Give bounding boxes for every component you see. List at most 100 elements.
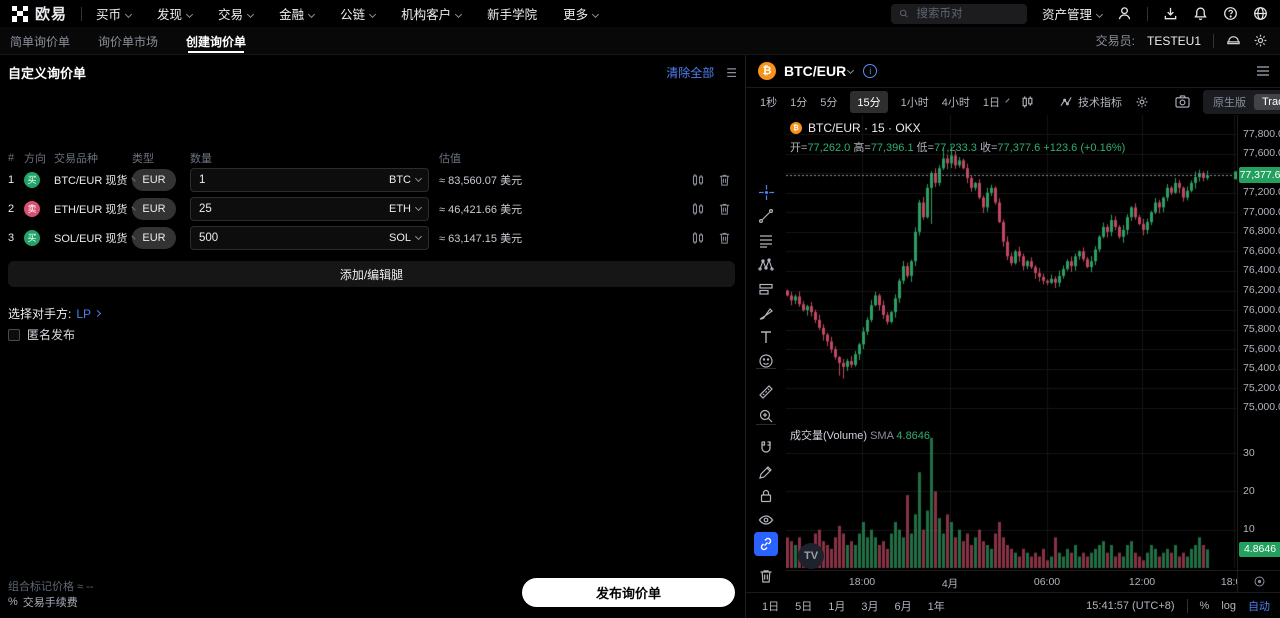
download-app-icon[interactable] bbox=[1163, 6, 1178, 21]
nav-item[interactable]: 公链 bbox=[340, 4, 377, 23]
language-globe-icon[interactable] bbox=[1253, 6, 1268, 21]
panel-divider[interactable] bbox=[745, 55, 746, 618]
type-pill[interactable]: EUR bbox=[132, 226, 176, 249]
asset-management-menu[interactable]: 资产管理 bbox=[1042, 4, 1104, 23]
price-axis-label: 76,800.0 bbox=[1243, 225, 1280, 238]
range-item[interactable]: 1日 bbox=[762, 600, 780, 613]
currency-selector[interactable]: BTC bbox=[389, 169, 423, 191]
leg-chart-icon[interactable] bbox=[685, 231, 711, 245]
delete-leg-icon[interactable] bbox=[711, 202, 737, 216]
search-input[interactable] bbox=[914, 6, 1019, 21]
settings-gear-icon[interactable] bbox=[1253, 33, 1268, 48]
auto-scale-button[interactable]: 自动 bbox=[1248, 600, 1270, 613]
tab-active[interactable]: 创建询价单 bbox=[186, 27, 246, 54]
percent-scale-button[interactable]: % bbox=[1199, 599, 1210, 612]
chart-menu-icon[interactable] bbox=[1256, 65, 1270, 77]
top-navbar: 欧易 买币 发现 交易 金融 公链 机构客户 新手学院 更多 资产管理 bbox=[0, 0, 1280, 27]
screenshot-camera-icon[interactable] bbox=[1175, 95, 1190, 108]
nav-item[interactable]: 机构客户 bbox=[401, 4, 463, 23]
scroll-to-realtime-icon[interactable] bbox=[1237, 570, 1280, 592]
range-item[interactable]: 1月 bbox=[828, 600, 846, 613]
notifications-bell-icon[interactable] bbox=[1193, 6, 1208, 21]
draw-pencil-icon[interactable] bbox=[754, 460, 778, 484]
crosshair-icon[interactable] bbox=[754, 180, 778, 204]
chart-symbol[interactable]: BTC/EUR bbox=[784, 63, 847, 79]
okx-logo-icon bbox=[12, 5, 28, 22]
timeframe-item[interactable]: 1小时 bbox=[900, 96, 929, 109]
anonymous-checkbox[interactable] bbox=[8, 328, 20, 341]
timeframe-item[interactable]: 4小时 bbox=[941, 96, 970, 109]
trader-label: 交易员: bbox=[1095, 34, 1135, 48]
ruler-icon[interactable] bbox=[754, 380, 778, 404]
type-pill[interactable]: EUR bbox=[132, 168, 176, 191]
long-position-icon[interactable] bbox=[754, 277, 778, 301]
price-axis-label: 75,800.0 bbox=[1243, 323, 1280, 336]
lock-icon[interactable] bbox=[754, 484, 778, 508]
panel-menu-icon[interactable]: ☰ bbox=[726, 65, 737, 80]
nav-item[interactable]: 新手学院 bbox=[487, 8, 538, 22]
fib-retracement-icon[interactable] bbox=[754, 229, 778, 253]
nav-item[interactable]: 交易 bbox=[218, 4, 255, 23]
range-item[interactable]: 3月 bbox=[861, 600, 879, 613]
candlestick-chart[interactable] bbox=[786, 115, 1237, 570]
nav-item[interactable]: 更多 bbox=[563, 4, 600, 23]
brush-icon[interactable] bbox=[754, 301, 778, 325]
counterparty-link[interactable]: LP bbox=[76, 307, 102, 321]
pair-selector[interactable]: SOL/EUR 现货 bbox=[54, 230, 136, 246]
indicators-button[interactable]: 技术指标 bbox=[1060, 94, 1122, 110]
nav-item[interactable]: 买币 bbox=[96, 4, 133, 23]
link-icon[interactable] bbox=[754, 532, 778, 556]
trend-line-icon[interactable] bbox=[754, 204, 778, 228]
nav-item[interactable]: 金融 bbox=[279, 4, 316, 23]
log-scale-button[interactable]: log bbox=[1221, 599, 1236, 612]
zoom-in-icon[interactable] bbox=[754, 404, 778, 428]
tab-item[interactable]: 简单询价单 bbox=[10, 35, 71, 49]
eye-icon[interactable] bbox=[754, 508, 778, 532]
pair-selector[interactable]: ETH/EUR 现货 bbox=[54, 201, 136, 217]
timeframe-selected[interactable]: 15分 bbox=[850, 90, 888, 113]
trash-icon[interactable] bbox=[754, 564, 778, 588]
native-version-button[interactable]: 原生版 bbox=[1213, 96, 1246, 109]
nav-item[interactable]: 发现 bbox=[157, 4, 194, 23]
amount-input[interactable] bbox=[191, 202, 428, 215]
currency-selector[interactable]: SOL bbox=[389, 227, 423, 249]
help-icon[interactable] bbox=[1223, 6, 1238, 21]
range-item[interactable]: 6月 bbox=[894, 600, 912, 613]
timeframe-item[interactable]: 1秒 bbox=[760, 96, 778, 109]
pair-selector[interactable]: BTC/EUR 现货 bbox=[54, 172, 136, 188]
search-input-wrap[interactable] bbox=[890, 3, 1027, 24]
candle-style-icon[interactable] bbox=[1021, 95, 1034, 109]
amount-input[interactable] bbox=[191, 231, 428, 244]
tab-item[interactable]: 询价单市场 bbox=[98, 35, 159, 49]
chevron-down-icon[interactable] bbox=[1005, 98, 1010, 103]
range-item[interactable]: 5日 bbox=[795, 600, 813, 613]
currency-selector[interactable]: ETH bbox=[389, 198, 423, 220]
info-icon[interactable]: i bbox=[863, 64, 878, 78]
publish-rfq-button[interactable]: 发布询价单 bbox=[522, 578, 735, 607]
trader-hat-icon[interactable] bbox=[1226, 33, 1241, 48]
profile-icon[interactable] bbox=[1117, 6, 1132, 21]
magnet-icon[interactable] bbox=[754, 436, 778, 460]
type-pill[interactable]: EUR bbox=[132, 197, 176, 220]
delete-leg-icon[interactable] bbox=[711, 231, 737, 245]
leg-chart-icon[interactable] bbox=[685, 173, 711, 187]
delete-leg-icon[interactable] bbox=[711, 173, 737, 187]
text-icon[interactable] bbox=[754, 325, 778, 349]
emoji-icon[interactable] bbox=[754, 349, 778, 373]
okx-logo[interactable]: 欧易 bbox=[12, 3, 67, 24]
tradingview-version-button[interactable]: TradingView bbox=[1254, 93, 1280, 110]
clear-all-link[interactable]: 清除全部 bbox=[666, 66, 715, 80]
leg-chart-icon[interactable] bbox=[685, 202, 711, 216]
add-edit-legs-button[interactable]: 添加/编辑腿 bbox=[8, 261, 735, 287]
price-axis[interactable]: 77,377.6 4.8646 77,800.077,600.077,400.0… bbox=[1237, 115, 1280, 570]
timeframe-item[interactable]: 1分 bbox=[790, 96, 808, 109]
chart-settings-gear-icon[interactable] bbox=[1135, 95, 1149, 109]
toolbar-divider bbox=[756, 424, 776, 425]
timeframe-item[interactable]: 5分 bbox=[820, 96, 838, 109]
range-item[interactable]: 1年 bbox=[927, 600, 945, 613]
time-axis[interactable]: 18:00 4月 06:00 12:00 18:00 bbox=[786, 570, 1237, 592]
price-axis-label: 75,400.0 bbox=[1243, 362, 1280, 375]
amount-input[interactable] bbox=[191, 173, 428, 186]
xabcd-pattern-icon[interactable] bbox=[754, 253, 778, 277]
timeframe-item[interactable]: 1日 bbox=[982, 96, 1000, 109]
